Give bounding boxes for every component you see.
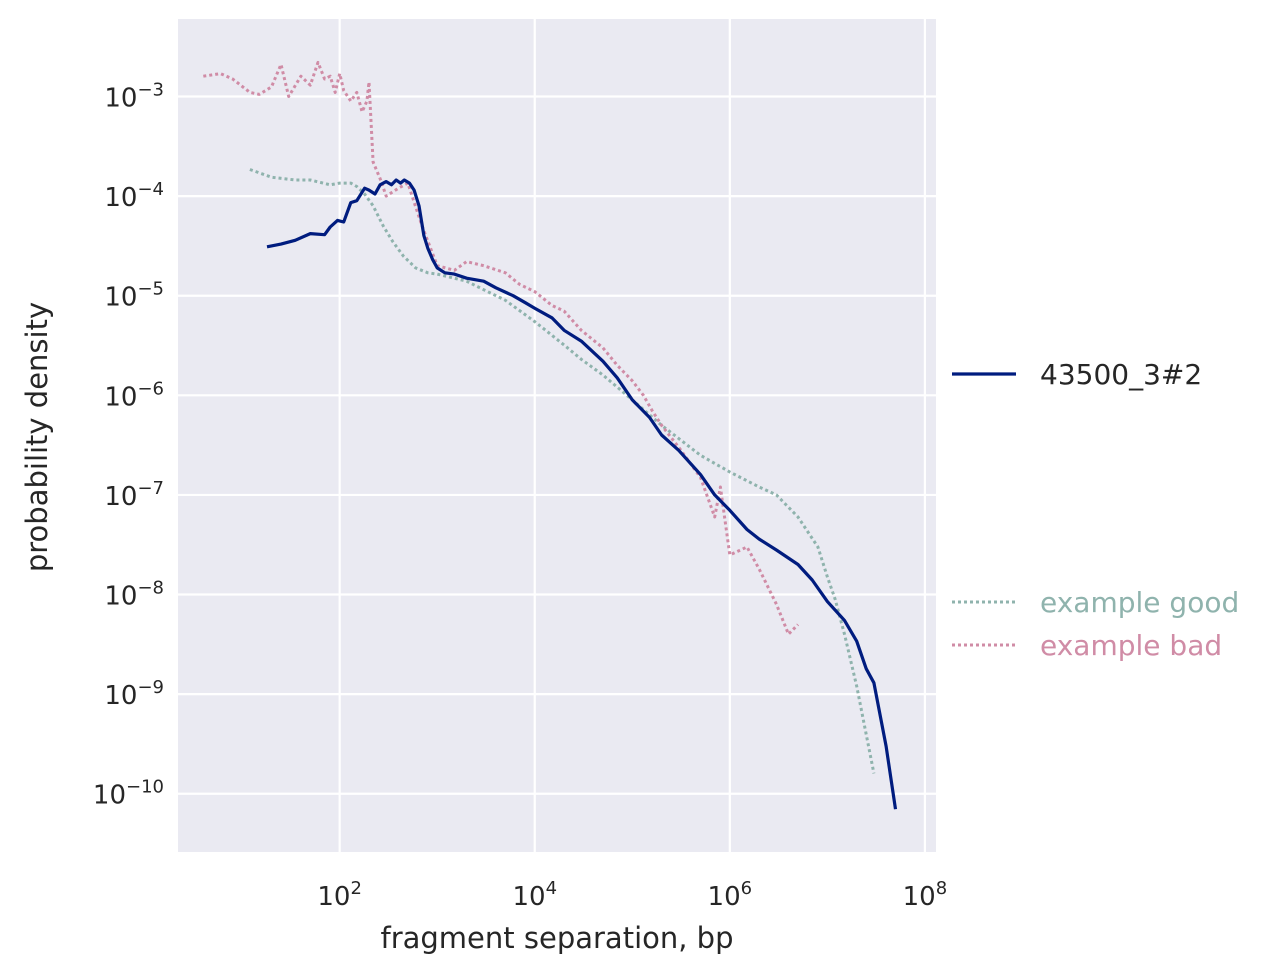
y-tick-base: 10: [104, 283, 137, 313]
y-tick-base: 10: [104, 183, 137, 213]
y-tick-base: 10: [104, 84, 137, 114]
x-axis-label: fragment separation, bp: [381, 921, 734, 955]
x-tick-base: 10: [512, 882, 545, 912]
x-tick-label: 102: [317, 878, 362, 912]
y-tick-base: 10: [104, 582, 137, 612]
x-tick-labels: 102 104 106 108: [317, 878, 947, 912]
plot-area: [178, 19, 936, 852]
x-tick-exponent: 4: [546, 878, 557, 899]
y-tick-exponent: −3: [137, 80, 164, 101]
y-tick-exponent: −8: [137, 578, 164, 599]
series-line-0: [266, 178, 898, 810]
y-tick-exponent: −6: [137, 378, 164, 399]
y-tick-base: 10: [104, 482, 137, 512]
y-tick-exponent: −5: [137, 279, 164, 300]
y-tick-label: 10−10: [93, 777, 164, 811]
y-tick-base: 10: [93, 781, 126, 811]
x-tick-base: 10: [903, 882, 936, 912]
y-tick-exponent: −9: [137, 677, 164, 698]
y-tick-label: 10−4: [104, 179, 164, 213]
x-tick-label: 108: [903, 878, 948, 912]
y-tick-exponent: −4: [137, 179, 164, 200]
x-tick-exponent: 2: [350, 878, 361, 899]
y-tick-base: 10: [104, 382, 137, 412]
x-tick-exponent: 8: [936, 878, 947, 899]
x-tick-base: 10: [317, 882, 350, 912]
y-tick-base: 10: [104, 681, 137, 711]
y-tick-label: 10−7: [104, 478, 164, 512]
x-tick-label: 106: [708, 878, 753, 912]
legend-label-0: 43500_3#2: [1040, 358, 1202, 391]
legend-label-1: example good: [1040, 586, 1239, 619]
x-tick-base: 10: [708, 882, 741, 912]
y-tick-labels: 10−310−410−510−610−710−810−910−10: [93, 80, 164, 811]
legend-label-2: example bad: [1040, 629, 1222, 662]
grid-lines: [178, 19, 936, 852]
y-tick-exponent: −10: [126, 777, 164, 798]
series-lines: [203, 60, 898, 810]
x-tick-exponent: 6: [741, 878, 752, 899]
y-tick-label: 10−9: [104, 677, 164, 711]
y-tick-label: 10−3: [104, 80, 164, 114]
y-tick-exponent: −7: [137, 478, 164, 499]
y-tick-label: 10−8: [104, 578, 164, 612]
y-tick-label: 10−5: [104, 279, 164, 313]
y-tick-label: 10−6: [104, 378, 164, 412]
y-axis-label: probability density: [20, 302, 54, 572]
series-line-1: [249, 168, 876, 774]
x-tick-label: 104: [512, 878, 557, 912]
